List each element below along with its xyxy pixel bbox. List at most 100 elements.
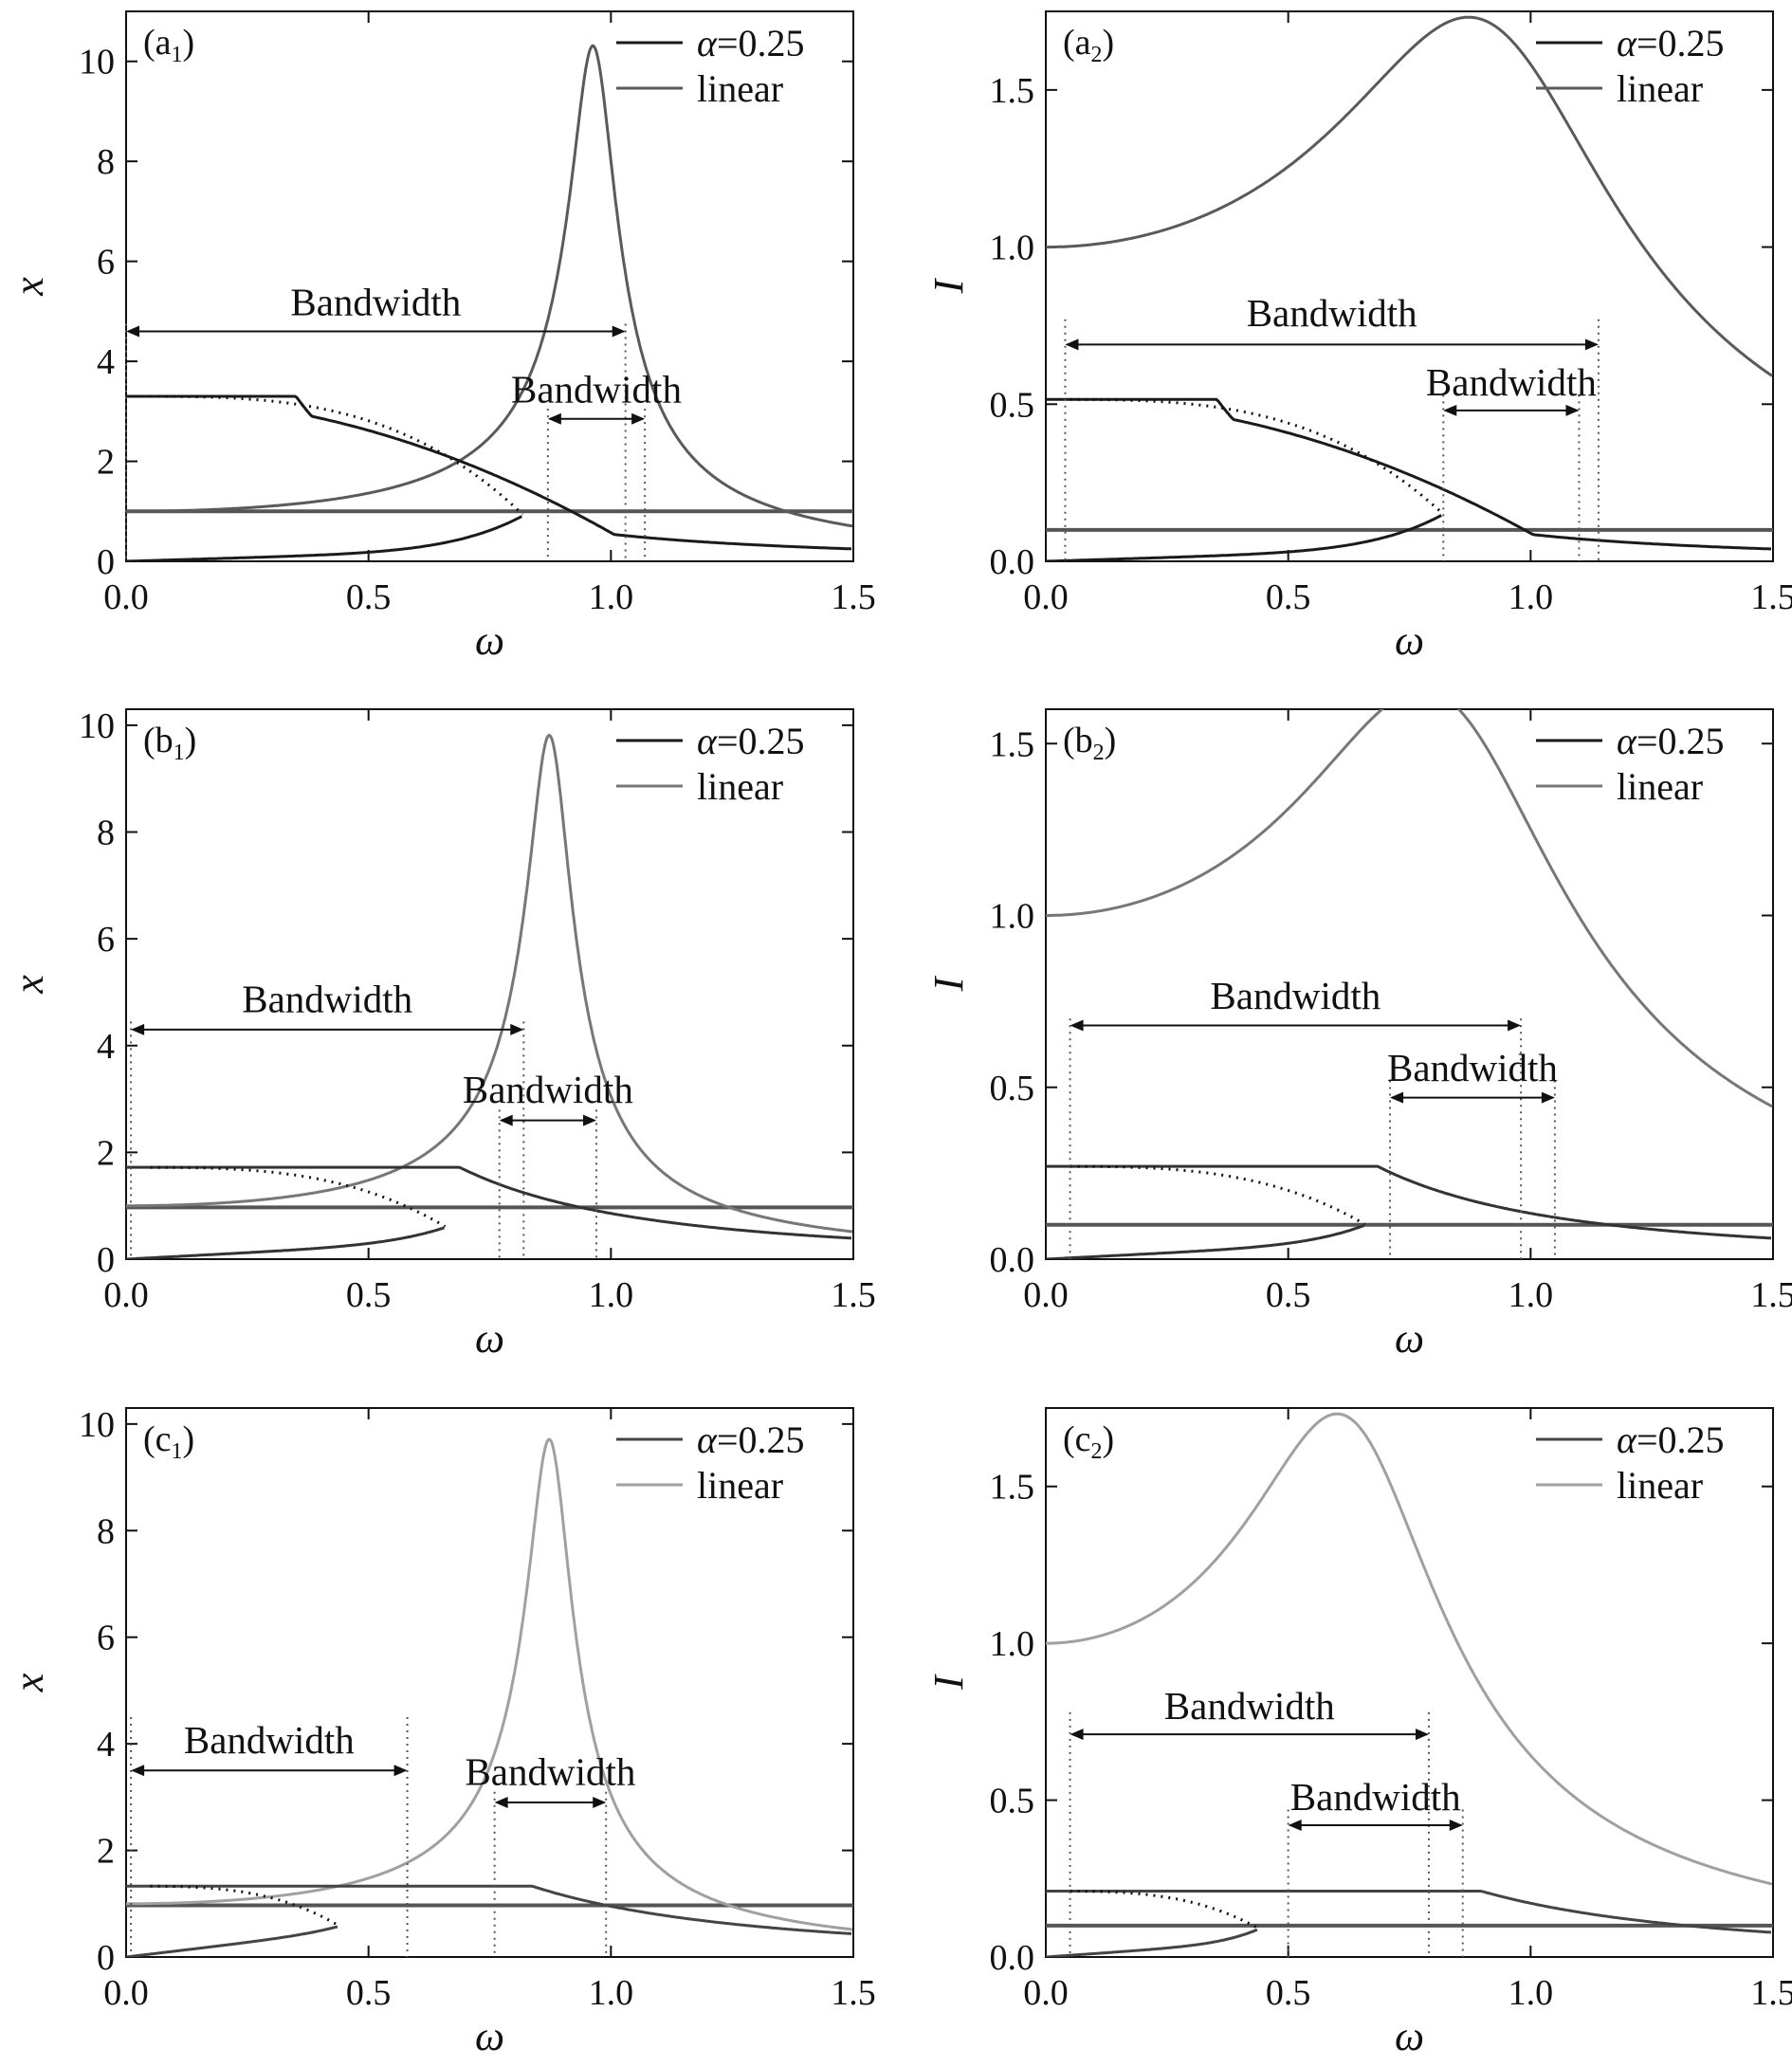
legend-value: =0.25 bbox=[717, 1418, 805, 1461]
x-tick-label: 1.0 bbox=[1509, 1275, 1554, 1315]
bandwidth-arrowhead-right bbox=[593, 1796, 607, 1808]
linear-response-curve bbox=[1046, 1412, 1773, 1886]
panel-label-letter: (b bbox=[1063, 721, 1093, 760]
panel-label-letter: (a bbox=[1063, 23, 1091, 63]
plot-frame bbox=[1045, 1407, 1774, 1958]
panel-label-subscript: 1 bbox=[172, 43, 183, 67]
x-tick-label: 1.5 bbox=[1750, 1973, 1792, 2013]
legend-value: =0.25 bbox=[717, 22, 805, 64]
panel-label: (a1) bbox=[143, 23, 194, 67]
panel-label-close: ) bbox=[1103, 1419, 1115, 1459]
y-tick-label: 6 bbox=[97, 243, 115, 283]
legend-alpha: α bbox=[697, 22, 718, 64]
nonlinear-unstable-branch bbox=[1070, 1890, 1259, 1930]
x-axis-label: ω bbox=[1395, 617, 1424, 664]
x-tick-label: 0.0 bbox=[103, 1973, 149, 2013]
x-tick-label: 1.5 bbox=[831, 1275, 876, 1315]
nonlinear-upper-branch bbox=[1046, 1164, 1772, 1240]
panel-label: (b1) bbox=[143, 721, 196, 765]
y-tick-label: 0.0 bbox=[990, 542, 1035, 582]
legend-entry-nonlinear: α=0.25 bbox=[1617, 720, 1725, 762]
bandwidth-label: Bandwidth bbox=[463, 1068, 633, 1111]
bandwidth-label: Bandwidth bbox=[1387, 1046, 1558, 1089]
bandwidth-label: Bandwidth bbox=[184, 1718, 355, 1762]
bandwidth-label: Bandwidth bbox=[1290, 1775, 1461, 1819]
y-tick-label: 4 bbox=[97, 1027, 115, 1067]
x-tick-label: 0.0 bbox=[103, 1275, 149, 1315]
panel-label-subscript: 2 bbox=[1093, 741, 1105, 765]
bandwidth-annotation: Bandwidth bbox=[511, 368, 682, 561]
legend-value: =0.25 bbox=[1637, 22, 1725, 64]
nonlinear-unstable-branch bbox=[1070, 1164, 1366, 1226]
y-tick-label: 4 bbox=[97, 342, 115, 382]
x-axis-label: ω bbox=[475, 1315, 504, 1362]
bandwidth-annotation: Bandwidth bbox=[1426, 360, 1597, 561]
y-tick-label: 0 bbox=[97, 542, 115, 582]
bandwidth-arrowhead-left bbox=[131, 1023, 145, 1035]
x-tick-label: 1.5 bbox=[831, 1973, 876, 2013]
y-tick-label: 1.0 bbox=[990, 897, 1035, 937]
x-tick-label: 1.0 bbox=[589, 577, 634, 617]
linear-response-curve bbox=[1046, 15, 1773, 377]
linear-response-curve bbox=[126, 733, 853, 1234]
plot-frame bbox=[125, 10, 854, 562]
bandwidth-arrowhead-right bbox=[1449, 1820, 1463, 1832]
y-axis-label: I bbox=[925, 277, 972, 294]
linear-response-curve bbox=[1046, 709, 1773, 1108]
nonlinear-unstable-branch bbox=[150, 1165, 447, 1228]
bandwidth-arrowhead-left bbox=[494, 1796, 508, 1808]
y-tick-label: 2 bbox=[97, 443, 115, 483]
panel-label: (b2) bbox=[1063, 721, 1116, 765]
bandwidth-arrowhead-left bbox=[499, 1114, 513, 1126]
panel-label: (c1) bbox=[143, 1419, 194, 1464]
bandwidth-annotation: Bandwidth bbox=[125, 280, 627, 561]
panel-label-close: ) bbox=[1103, 23, 1115, 63]
y-tick-label: 0.0 bbox=[990, 1938, 1035, 1978]
panel-label-letter: (b bbox=[143, 721, 174, 760]
y-tick-label: 4 bbox=[97, 1725, 115, 1765]
x-tick-label: 1.5 bbox=[1750, 577, 1792, 617]
legend-entry-nonlinear: α=0.25 bbox=[697, 22, 805, 64]
legend-alpha: α bbox=[1617, 22, 1637, 64]
x-axis-label: ω bbox=[1395, 1315, 1424, 1362]
x-tick-label: 0.0 bbox=[1023, 1973, 1069, 2013]
nonlinear-unstable-branch bbox=[150, 394, 524, 516]
y-tick-label: 10 bbox=[79, 1405, 115, 1445]
legend-entry-linear: linear bbox=[697, 1464, 783, 1507]
y-tick-label: 1.5 bbox=[990, 724, 1035, 764]
bandwidth-arrowhead-left bbox=[131, 1765, 145, 1777]
x-tick-label: 1.0 bbox=[589, 1973, 634, 2013]
plot-frame bbox=[125, 1407, 854, 1958]
data-curves bbox=[126, 733, 853, 1259]
x-tick-label: 1.5 bbox=[831, 577, 876, 617]
y-tick-label: 0 bbox=[97, 1240, 115, 1280]
linear-response-curve bbox=[126, 44, 853, 528]
plot-frame bbox=[125, 708, 854, 1260]
y-tick-label: 1.5 bbox=[990, 1468, 1035, 1508]
bandwidth-annotation: Bandwidth bbox=[1287, 1775, 1464, 1957]
nonlinear-lower-branch bbox=[126, 1226, 445, 1259]
bandwidth-label: Bandwidth bbox=[1426, 360, 1597, 404]
x-tick-label: 0.5 bbox=[1266, 1973, 1311, 2013]
y-tick-label: 0.5 bbox=[990, 385, 1035, 425]
x-axis-label: ω bbox=[475, 617, 504, 664]
bandwidth-annotation: Bandwidth bbox=[130, 1717, 409, 1957]
nonlinear-upper-branch bbox=[126, 1884, 852, 1935]
x-tick-label: 0.0 bbox=[1023, 1275, 1069, 1315]
legend-entry-linear: linear bbox=[697, 765, 783, 808]
y-tick-label: 6 bbox=[97, 1619, 115, 1658]
legend-entry-linear: linear bbox=[1617, 765, 1703, 808]
legend-alpha: α bbox=[697, 1418, 718, 1461]
legend-alpha: α bbox=[1617, 1418, 1637, 1461]
bandwidth-arrowhead-right bbox=[393, 1765, 408, 1777]
y-tick-label: 2 bbox=[97, 1133, 115, 1173]
y-tick-label: 2 bbox=[97, 1832, 115, 1872]
bandwidth-arrowhead-right bbox=[1508, 1019, 1522, 1032]
bandwidth-arrowhead-right bbox=[1565, 404, 1580, 416]
legend-value: =0.25 bbox=[1637, 720, 1725, 762]
y-tick-label: 0.0 bbox=[990, 1240, 1035, 1280]
